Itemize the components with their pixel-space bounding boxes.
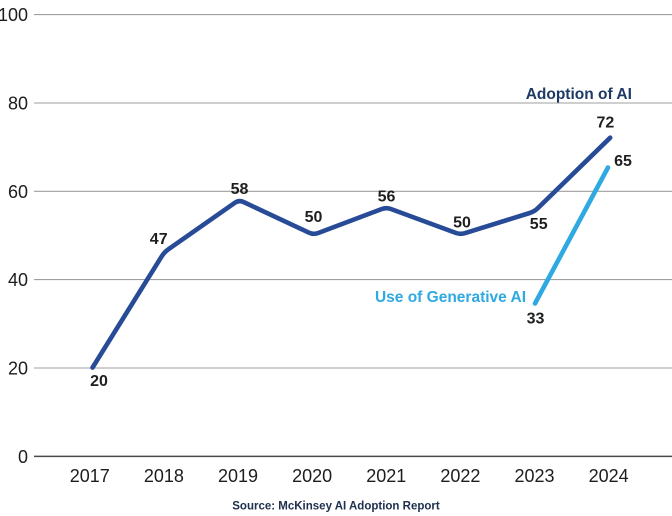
svg-text:40: 40 [8, 270, 28, 290]
svg-text:50: 50 [305, 209, 323, 226]
svg-text:80: 80 [8, 94, 28, 114]
svg-text:2017: 2017 [70, 466, 110, 486]
svg-text:100: 100 [0, 5, 28, 25]
svg-text:2023: 2023 [514, 466, 554, 486]
svg-text:65: 65 [614, 153, 632, 170]
svg-text:20: 20 [90, 373, 108, 390]
svg-text:2022: 2022 [440, 466, 480, 486]
svg-text:2018: 2018 [144, 466, 184, 486]
svg-text:58: 58 [231, 181, 249, 198]
svg-text:2020: 2020 [292, 466, 332, 486]
svg-text:2024: 2024 [589, 466, 629, 486]
svg-text:Use of Generative AI: Use of Generative AI [375, 289, 526, 306]
svg-text:72: 72 [597, 115, 615, 132]
svg-text:55: 55 [530, 216, 548, 233]
svg-text:Adoption of AI: Adoption of AI [526, 86, 632, 103]
svg-text:60: 60 [8, 182, 28, 202]
svg-text:Source: McKinsey AI Adoption R: Source: McKinsey AI Adoption Report [232, 501, 440, 513]
svg-text:20: 20 [8, 359, 28, 379]
svg-text:0: 0 [18, 447, 28, 467]
svg-text:47: 47 [150, 231, 168, 248]
svg-text:2019: 2019 [218, 466, 258, 486]
svg-text:2021: 2021 [366, 466, 406, 486]
svg-text:33: 33 [527, 311, 545, 328]
svg-text:56: 56 [378, 189, 396, 206]
svg-text:50: 50 [453, 214, 471, 231]
